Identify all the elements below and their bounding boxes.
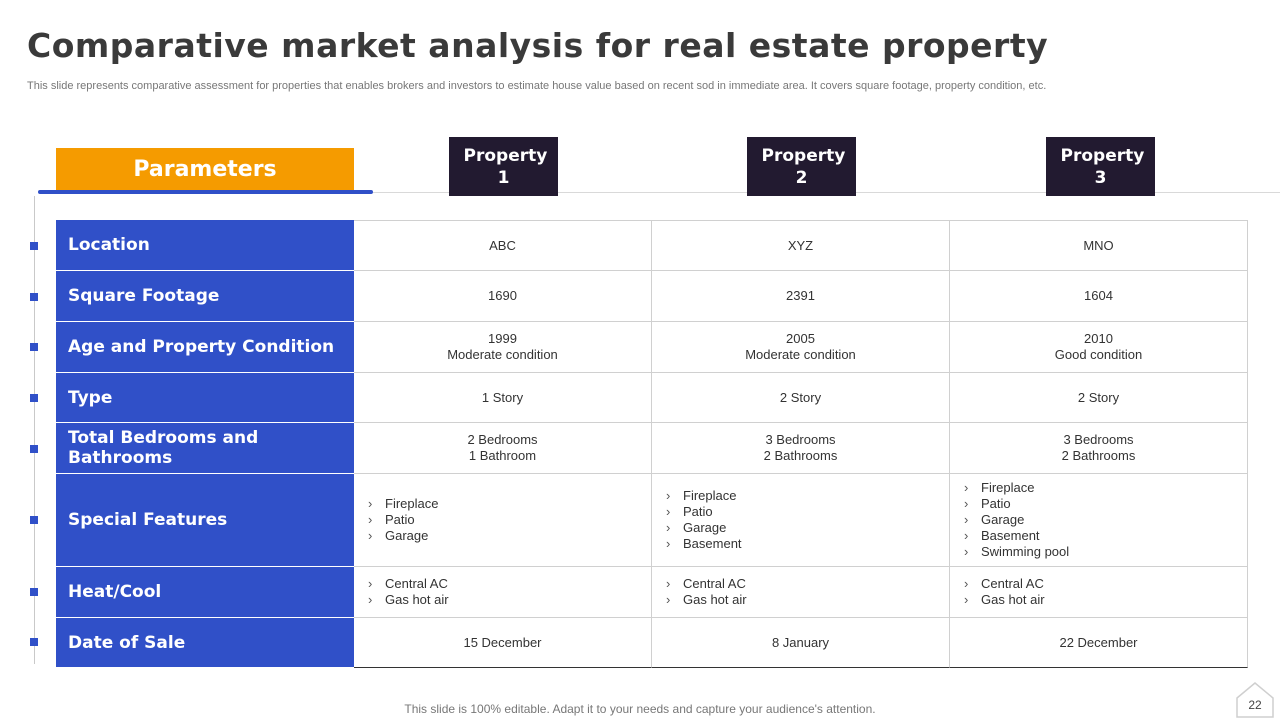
table-cell: 2 Story	[652, 373, 950, 423]
table-cell: 2391	[652, 271, 950, 322]
row-bullet	[30, 242, 38, 250]
list-item: Patio	[666, 504, 742, 520]
param-type: Type	[56, 373, 354, 423]
page-number: 22	[1248, 698, 1262, 712]
list-item: Patio	[964, 496, 1069, 512]
parameters-header: Parameters	[56, 148, 354, 190]
parameters-underline	[38, 190, 373, 194]
table-cell: Central AC Gas hot air	[652, 567, 950, 618]
param-location: Location	[56, 220, 354, 271]
property-3-header: Property 3	[1046, 137, 1155, 196]
param-bedrooms-bathrooms: Total Bedrooms and Bathrooms	[56, 423, 354, 474]
list-item: Garage	[368, 528, 438, 544]
list-item: Basement	[666, 536, 742, 552]
page-title: Comparative market analysis for real est…	[27, 26, 1049, 65]
table-cell: 15 December	[354, 618, 652, 668]
table-cell: 2010 Good condition	[950, 322, 1248, 373]
param-special-features: Special Features	[56, 474, 354, 567]
table-cell: 1 Story	[354, 373, 652, 423]
table-cell: 2005 Moderate condition	[652, 322, 950, 373]
row-bullet	[30, 293, 38, 301]
table-cell: 2 Bedrooms 1 Bathroom	[354, 423, 652, 474]
page-number-badge: 22	[1234, 680, 1276, 718]
list-item: Basement	[964, 528, 1069, 544]
list-item: Central AC	[666, 576, 747, 592]
param-age-condition: Age and Property Condition	[56, 322, 354, 373]
home-icon: 22	[1236, 682, 1274, 718]
list-item: Garage	[666, 520, 742, 536]
list-item: Gas hot air	[964, 592, 1045, 608]
table-cell: ABC	[354, 220, 652, 271]
table-cell: XYZ	[652, 220, 950, 271]
row-bullet	[30, 638, 38, 646]
row-bullet	[30, 394, 38, 402]
table-cell: Central AC Gas hot air	[354, 567, 652, 618]
param-date-of-sale: Date of Sale	[56, 618, 354, 668]
table-cell: Central AC Gas hot air	[950, 567, 1248, 618]
table-cell: 1999 Moderate condition	[354, 322, 652, 373]
table-cell: 1690	[354, 271, 652, 322]
row-bullet	[30, 445, 38, 453]
list-item: Garage	[964, 512, 1069, 528]
list-item: Patio	[368, 512, 438, 528]
list-item: Fireplace	[964, 480, 1069, 496]
list-item: Fireplace	[666, 488, 742, 504]
table-cell: Fireplace Patio Garage Basement Swimming…	[950, 474, 1248, 567]
list-item: Gas hot air	[666, 592, 747, 608]
row-bullet	[30, 588, 38, 596]
table-cell: 3 Bedrooms 2 Bathrooms	[652, 423, 950, 474]
param-heat-cool: Heat/Cool	[56, 567, 354, 618]
footer-note: This slide is 100% editable. Adapt it to…	[404, 702, 876, 716]
page-subtitle: This slide represents comparative assess…	[27, 80, 1047, 92]
table-cell: 1604	[950, 271, 1248, 322]
list-item: Fireplace	[368, 496, 438, 512]
list-item: Central AC	[368, 576, 449, 592]
table-cell: 3 Bedrooms 2 Bathrooms	[950, 423, 1248, 474]
row-bullet	[30, 516, 38, 524]
list-item: Gas hot air	[368, 592, 449, 608]
table-cell: Fireplace Patio Garage Basement	[652, 474, 950, 567]
timeline-line	[34, 196, 35, 664]
list-item: Central AC	[964, 576, 1045, 592]
feature-list: Central AC Gas hot air	[368, 576, 449, 608]
feature-list: Fireplace Patio Garage Basement Swimming…	[964, 480, 1069, 560]
table-cell: Fireplace Patio Garage	[354, 474, 652, 567]
feature-list: Central AC Gas hot air	[964, 576, 1045, 608]
table-cell: 22 December	[950, 618, 1248, 668]
table-cell: 8 January	[652, 618, 950, 668]
property-2-header: Property 2	[747, 137, 856, 196]
table-cell: MNO	[950, 220, 1248, 271]
property-1-header: Property 1	[449, 137, 558, 196]
feature-list: Fireplace Patio Garage Basement	[666, 488, 742, 552]
feature-list: Central AC Gas hot air	[666, 576, 747, 608]
table-cell: 2 Story	[950, 373, 1248, 423]
row-bullet	[30, 343, 38, 351]
feature-list: Fireplace Patio Garage	[368, 496, 438, 544]
list-item: Swimming pool	[964, 544, 1069, 560]
param-square-footage: Square Footage	[56, 271, 354, 322]
